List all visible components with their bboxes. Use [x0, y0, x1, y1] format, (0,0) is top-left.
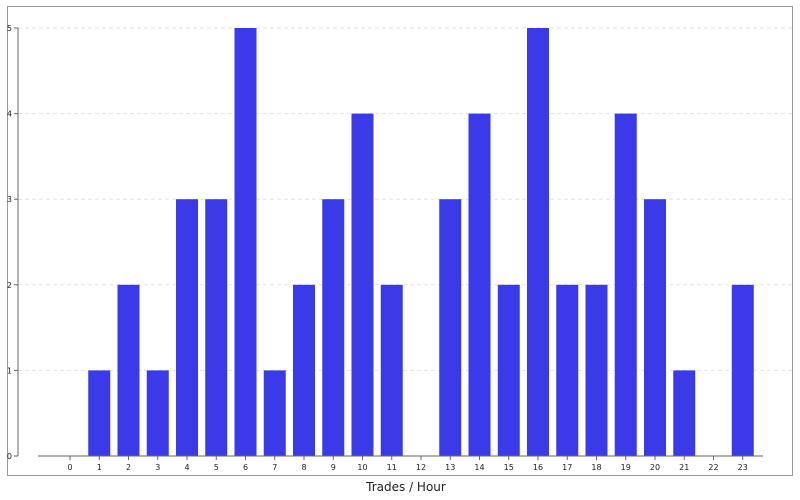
- bar-hour-20: [644, 199, 666, 456]
- bar-hour-2: [117, 284, 140, 456]
- bar-hour-14: [468, 113, 491, 456]
- bar-hour-16: [527, 28, 549, 456]
- x-tick-label-0: 0: [67, 463, 72, 472]
- x-tick-label-19: 19: [621, 463, 631, 472]
- x-tick-label-12: 12: [416, 463, 426, 472]
- y-tick-label-3: 3: [7, 195, 12, 204]
- x-tick-label-3: 3: [155, 463, 160, 472]
- x-tick-label-4: 4: [184, 463, 189, 472]
- bar-hour-8: [293, 284, 315, 456]
- bar-hour-9: [322, 199, 345, 456]
- x-tick-label-7: 7: [272, 463, 277, 472]
- y-tick-label-0: 0: [7, 452, 12, 461]
- y-tick-label-2: 2: [7, 281, 12, 290]
- bar-hour-17: [556, 284, 579, 456]
- x-tick-label-16: 16: [533, 463, 543, 472]
- bar-hour-11: [380, 284, 403, 456]
- x-tick-label-9: 9: [331, 463, 336, 472]
- y-axis-ticks: 0 1 2 3 4 5: [7, 24, 18, 461]
- bar-hour-23: [731, 284, 754, 456]
- bar-hour-18: [585, 284, 608, 456]
- bar-hour-13: [439, 199, 462, 456]
- bar-hour-1: [88, 370, 111, 456]
- x-tick-label-23: 23: [738, 463, 748, 472]
- x-tick-label-13: 13: [445, 463, 455, 472]
- y-tick-label-1: 1: [7, 366, 12, 375]
- x-tick-label-1: 1: [97, 463, 102, 472]
- x-tick-label-15: 15: [504, 463, 514, 472]
- bar-hour-21: [673, 370, 696, 456]
- bar-hour-15: [497, 284, 520, 456]
- x-tick-label-6: 6: [243, 463, 248, 472]
- bar-hour-3: [146, 370, 169, 456]
- y-tick-label-4: 4: [7, 110, 12, 119]
- x-tick-label-2: 2: [126, 463, 131, 472]
- x-axis-ticks: 0 1 2 3 4 5 6 7 8 9 10 11 12 13 14 15 16 17 18 19 20 21 22 23: [67, 456, 748, 472]
- bar-hour-5: [205, 199, 228, 456]
- x-tick-label-22: 22: [708, 463, 718, 472]
- x-tick-label-8: 8: [301, 463, 306, 472]
- bar-hour-6: [234, 28, 257, 456]
- x-tick-label-18: 18: [591, 463, 601, 472]
- bars: [88, 28, 754, 456]
- x-tick-label-10: 10: [357, 463, 367, 472]
- y-tick-label-5: 5: [7, 24, 12, 33]
- x-tick-label-17: 17: [562, 463, 572, 472]
- x-tick-label-14: 14: [474, 463, 484, 472]
- x-tick-label-20: 20: [650, 463, 660, 472]
- bar-hour-19: [614, 113, 637, 456]
- x-tick-label-11: 11: [387, 463, 397, 472]
- bar-hour-10: [351, 113, 374, 456]
- x-axis-title: Trades / Hour: [365, 480, 446, 494]
- bar-hour-4: [176, 199, 198, 456]
- x-tick-label-21: 21: [679, 463, 689, 472]
- x-tick-label-5: 5: [214, 463, 219, 472]
- bar-hour-7: [263, 370, 286, 456]
